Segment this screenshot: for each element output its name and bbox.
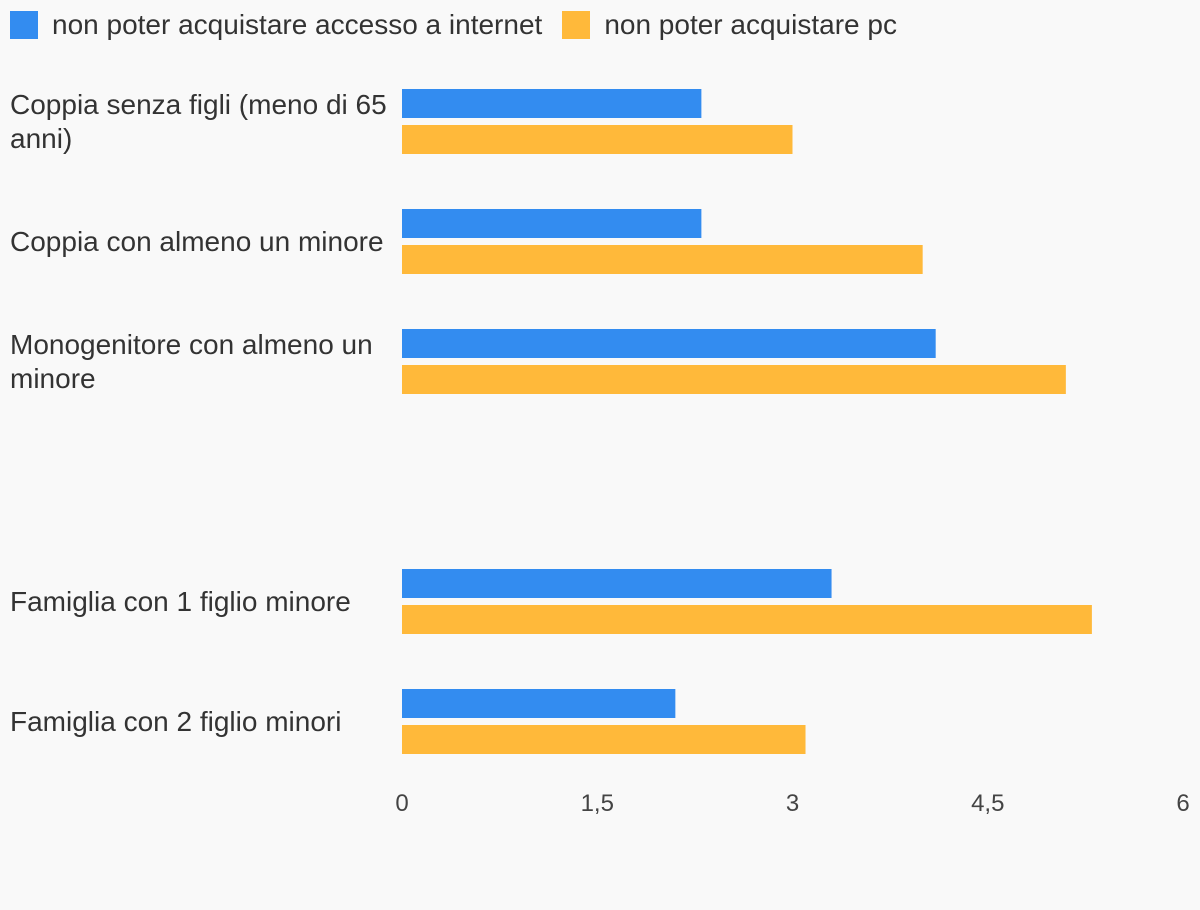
bar-pc[interactable] [402, 125, 793, 154]
legend: non poter acquistare accesso a internet … [10, 9, 917, 41]
legend-swatch-internet [10, 11, 38, 39]
x-tick-label: 1,5 [581, 790, 614, 817]
legend-swatch-pc [562, 11, 591, 39]
bar-pc[interactable] [402, 605, 1092, 634]
legend-item-pc[interactable]: non poter acquistare pc [562, 9, 897, 41]
x-tick-label: 6 [1176, 790, 1189, 817]
bar-pc[interactable] [402, 725, 806, 754]
bar-internet[interactable] [402, 209, 702, 238]
category-label: Monogenitore con almeno un minore [10, 328, 373, 394]
category-label: Famiglia con 1 figlio minore [10, 585, 351, 617]
x-tick-label: 3 [786, 790, 799, 817]
bar-internet[interactable] [402, 569, 832, 598]
x-tick-label: 4,5 [971, 790, 1004, 817]
bar-pc[interactable] [402, 245, 923, 274]
category-label: Famiglia con 2 figlio minori [10, 705, 342, 737]
bar-pc[interactable] [402, 365, 1066, 394]
legend-label-pc: non poter acquistare pc [604, 9, 897, 40]
legend-label-internet: non poter acquistare accesso a internet [52, 9, 543, 40]
category-label: Coppia con almeno un minore [10, 225, 384, 257]
bar-internet[interactable] [402, 329, 936, 358]
legend-item-internet[interactable]: non poter acquistare accesso a internet [10, 9, 542, 41]
bar-internet[interactable] [402, 689, 676, 718]
x-tick-label: 0 [395, 790, 408, 817]
category-label: Coppia senza figli (meno di 65 anni) [10, 88, 387, 154]
bar-internet[interactable] [402, 89, 702, 118]
